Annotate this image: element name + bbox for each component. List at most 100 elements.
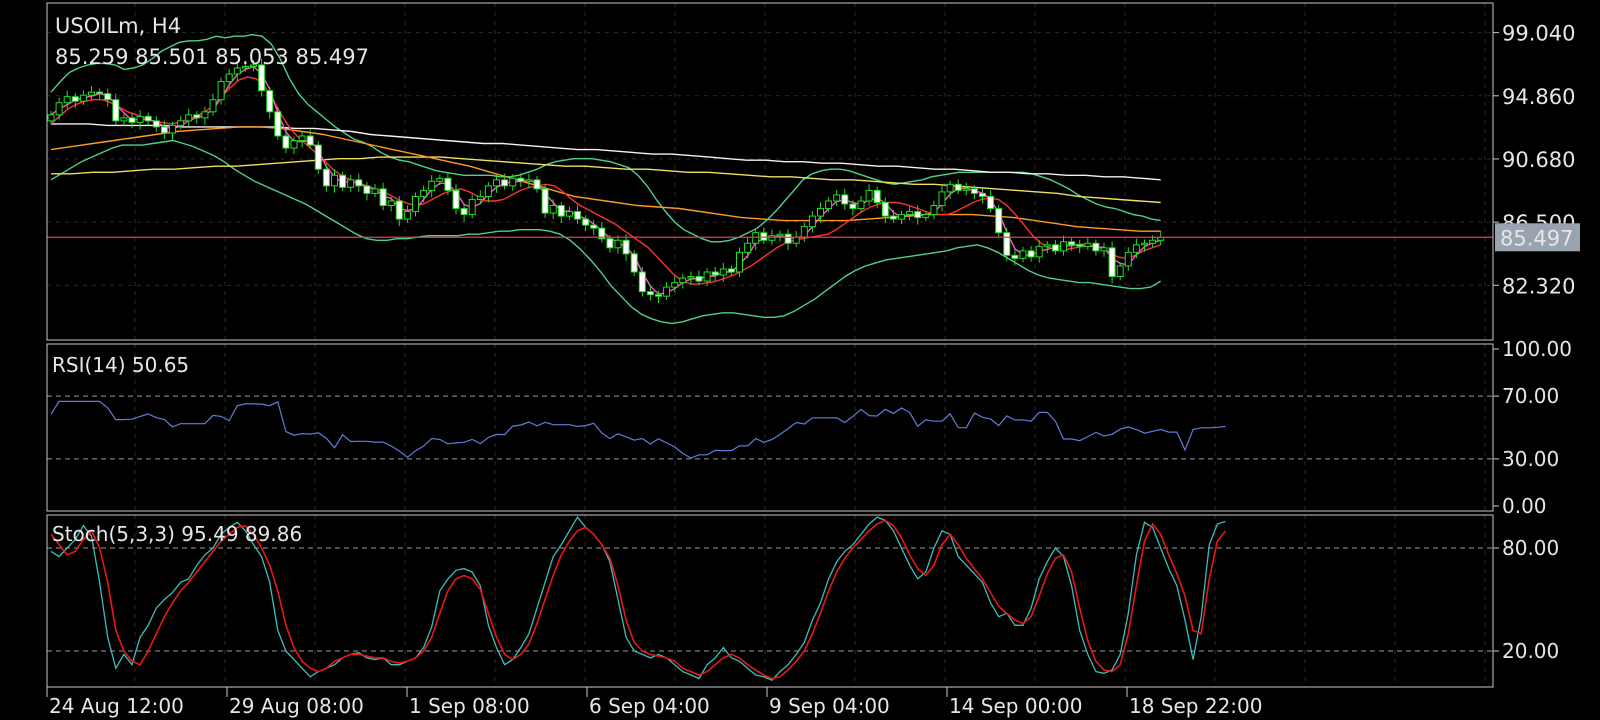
candle-body bbox=[395, 200, 403, 220]
candle bbox=[517, 173, 525, 188]
price-pane[interactable]: USOILm, H4 85.259 85.501 85.053 85.497 9… bbox=[46, 2, 1580, 341]
candle bbox=[906, 206, 914, 221]
candle-body bbox=[1084, 242, 1092, 247]
candle bbox=[1051, 239, 1059, 255]
candle bbox=[817, 202, 824, 224]
rsi-line bbox=[50, 400, 1226, 459]
candle bbox=[501, 173, 509, 190]
candle-body bbox=[727, 268, 735, 273]
candle-body bbox=[817, 208, 824, 217]
candle bbox=[331, 169, 338, 193]
candle bbox=[371, 183, 379, 198]
stoch-tick-label: 20.00 bbox=[1502, 639, 1559, 663]
candle bbox=[96, 88, 104, 100]
candle-body bbox=[630, 253, 638, 273]
candle bbox=[387, 197, 395, 212]
candle-body bbox=[460, 208, 468, 216]
candle bbox=[314, 141, 322, 175]
candle-body bbox=[104, 93, 112, 101]
candle bbox=[160, 120, 168, 139]
candle-body bbox=[241, 65, 249, 69]
candle-body bbox=[1051, 244, 1059, 252]
candle bbox=[922, 210, 930, 222]
candle bbox=[201, 106, 209, 125]
candle bbox=[849, 200, 857, 216]
candle-body bbox=[1141, 242, 1148, 246]
candle-body bbox=[55, 102, 63, 116]
candle bbox=[120, 114, 128, 126]
candle bbox=[88, 85, 95, 101]
candle bbox=[1027, 245, 1035, 262]
candle-body bbox=[47, 114, 55, 122]
candle bbox=[298, 130, 306, 148]
price-tag-value: 85.497 bbox=[1500, 226, 1573, 250]
candle bbox=[1108, 241, 1116, 284]
candle bbox=[630, 250, 638, 276]
candle-body bbox=[274, 111, 282, 137]
candle-body bbox=[1092, 242, 1100, 252]
bb-upper-line bbox=[50, 33, 1161, 243]
candle-body bbox=[687, 276, 695, 279]
candle bbox=[444, 173, 452, 196]
candle bbox=[744, 237, 752, 259]
candle bbox=[663, 282, 671, 300]
candle-body bbox=[63, 96, 71, 104]
candle-body bbox=[800, 226, 808, 238]
candle-body bbox=[995, 208, 1003, 234]
candle bbox=[1035, 240, 1043, 263]
time-tick-label: 6 Sep 04:00 bbox=[589, 694, 710, 718]
candle bbox=[898, 210, 905, 224]
candle bbox=[290, 136, 298, 154]
candle-body bbox=[412, 195, 419, 213]
candle-body bbox=[987, 195, 995, 210]
candle-body bbox=[979, 192, 986, 197]
candle-body bbox=[1076, 244, 1084, 247]
symbol-label: USOILm, H4 bbox=[55, 14, 181, 38]
candle bbox=[655, 290, 662, 304]
candle bbox=[525, 173, 533, 189]
candle-body bbox=[525, 179, 533, 182]
candle-body bbox=[501, 179, 509, 187]
candle-body bbox=[347, 179, 355, 188]
rsi-pane[interactable]: RSI(14) 50.65 100.00 70.00 30.00 0.00 bbox=[46, 337, 1572, 518]
candle bbox=[363, 182, 371, 201]
stoch-tick-label: 80.00 bbox=[1502, 536, 1559, 560]
rsi-grid bbox=[47, 344, 1493, 511]
candle bbox=[565, 206, 573, 220]
candle bbox=[1043, 241, 1051, 254]
candle-body bbox=[225, 73, 233, 83]
candle-body bbox=[792, 236, 800, 244]
stoch-signal-line bbox=[50, 519, 1227, 680]
candle bbox=[557, 201, 565, 224]
candle bbox=[614, 235, 622, 254]
candle-body bbox=[533, 179, 541, 190]
candle bbox=[979, 188, 986, 204]
candle-body bbox=[962, 188, 970, 191]
candle-body bbox=[112, 99, 120, 122]
stoch-pane[interactable]: Stoch(5,3,3) 95.49 89.86 80.00 20.00 bbox=[46, 514, 1559, 688]
candle bbox=[379, 182, 387, 211]
candle bbox=[719, 262, 727, 282]
candle-body bbox=[881, 201, 889, 217]
candle-body bbox=[468, 198, 476, 216]
candle-body bbox=[306, 135, 314, 146]
candle bbox=[1092, 239, 1100, 256]
candle bbox=[622, 234, 630, 261]
candle-body bbox=[152, 120, 160, 128]
candle-body bbox=[1035, 245, 1043, 258]
candle-body bbox=[258, 64, 266, 92]
candle-body bbox=[574, 211, 581, 220]
candle bbox=[833, 189, 841, 206]
candle-body bbox=[865, 189, 873, 202]
candle bbox=[266, 86, 274, 119]
candle-body bbox=[679, 277, 687, 284]
candle-body bbox=[914, 211, 922, 219]
candle bbox=[970, 185, 978, 200]
candle bbox=[1141, 239, 1148, 252]
candle-body bbox=[509, 177, 517, 187]
candle bbox=[112, 93, 120, 125]
candle bbox=[468, 194, 476, 219]
candle-body bbox=[768, 235, 776, 241]
